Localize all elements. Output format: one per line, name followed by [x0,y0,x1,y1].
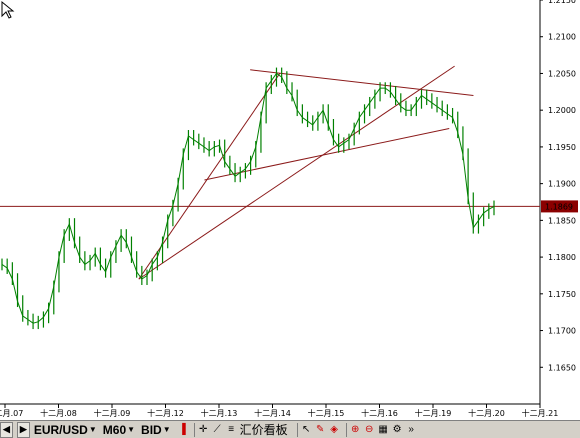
toolbar-divider [296,422,298,437]
line-tool-icon[interactable]: ⟋ [213,424,221,435]
scroll-right-icon: ▶ [19,424,27,434]
settings-icon[interactable]: ⚙ [392,424,402,435]
y-tick-label: 1.1850 [548,216,576,225]
zoom-in-icon[interactable]: ⊕ [350,424,360,435]
chevron-down-icon: ▼ [127,425,136,434]
x-tick-label: 十二月.09 [94,408,131,418]
x-tick-label: 十二月.15 [308,408,345,418]
symbol-label: EUR/USD [33,422,88,437]
y-tick-label: 1.2050 [548,69,576,78]
y-tick-label: 1.1800 [548,253,576,262]
bottom-toolbar: ◀ ▶ EUR/USD ▼ M60 ▼ BID ▼ ▐ ✛ ⟋ ≡ 汇价看板 ↖ ✎ … [0,420,580,438]
x-tick-label: 十二月.07 [0,408,23,418]
x-tick-label: 十二月.21 [522,408,559,418]
chart-background [0,0,580,420]
timeframe-label: M60 [102,422,127,437]
y-tick-label: 1.1900 [548,180,576,189]
y-tick-label: 1.2150 [548,0,576,5]
x-tick-label: 十二月.19 [415,408,452,418]
y-tick-label: 1.1950 [548,143,576,152]
trendline[interactable] [138,65,455,280]
toolbar-divider [193,422,195,437]
scroll-left-icon: ◀ [3,424,10,434]
view-board-label: 汇价看板 [239,423,288,437]
y-tick-label: 1.1700 [548,327,576,336]
y-tick-label: 1.2100 [548,33,576,42]
y-tick-label: 1.2000 [548,106,576,115]
chevron-down-icon: ▼ [162,425,171,434]
price-type-label: BID [141,422,162,437]
price-series [1,67,495,330]
alert-icon[interactable]: ◈ [330,424,338,435]
current-price-box [541,200,578,213]
price-type-selector[interactable]: BID ▼ [141,423,171,437]
pointer-icon[interactable]: ↖ [301,424,311,435]
cursor-icon [1,0,15,19]
fibonacci-icon[interactable]: ≡ [228,424,235,435]
current-price-marker: 1.1869 [541,200,578,213]
x-tick-label: 十二月.20 [468,408,505,418]
price-chart[interactable]: 1.2150 1.2100 1.2050 1.2000 1.1950 1.1900 1.18… [0,0,580,420]
chevron-down-icon: ▼ [88,425,97,434]
symbol-selector[interactable]: EUR/USD ▼ [34,423,97,437]
price-line [1,72,495,324]
y-tick-label: 1.1750 [548,290,576,299]
x-tick-label: 十二月.16 [361,408,398,418]
time-axis: 十二月.07 十二月.08 十二月.09 十二月.12 十二月.13 十二月.14 十二月.… [0,404,558,418]
toolbar-divider [345,422,347,437]
scroll-left-button[interactable]: ◀ [0,421,13,438]
crosshair-icon[interactable]: ✛ [198,424,208,435]
x-tick-label: 十二月.12 [147,408,184,418]
y-tick-label: 1.1650 [548,363,576,372]
grid-icon[interactable]: ▦ [378,424,388,435]
scroll-right-button[interactable]: ▶ [16,421,30,438]
x-tick-label: 十二月.14 [254,408,291,418]
more-icon[interactable]: » [408,424,414,435]
x-tick-label: 十二月.08 [40,408,77,418]
current-price-label: 1.1869 [545,202,573,211]
timeframe-selector[interactable]: M60 ▼ [103,423,135,437]
x-tick-label: 十二月.13 [201,408,238,418]
view-board-button[interactable]: 汇价看板 [240,421,288,438]
price-axis: 1.2150 1.2100 1.2050 1.2000 1.1950 1.1900 1.18… [540,0,576,372]
chart-type-icon[interactable]: ▐ [178,424,186,435]
zoom-out-icon[interactable]: ⊖ [364,424,374,435]
draw-icon[interactable]: ✎ [315,424,325,435]
